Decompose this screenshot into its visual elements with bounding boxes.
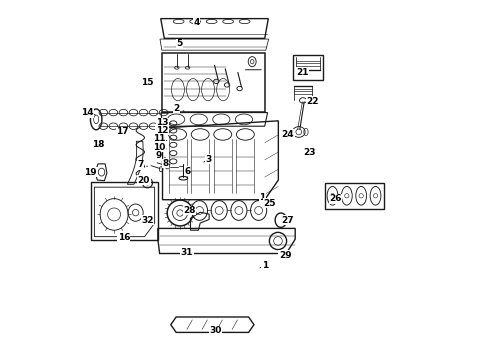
Text: 13: 13 xyxy=(156,118,170,127)
Text: 4: 4 xyxy=(194,18,200,27)
Text: 25: 25 xyxy=(263,199,276,208)
Text: 1: 1 xyxy=(258,193,266,202)
Text: 2: 2 xyxy=(174,104,184,113)
Text: 20: 20 xyxy=(138,176,150,185)
Text: 5: 5 xyxy=(176,39,183,48)
Text: 29: 29 xyxy=(279,251,292,260)
Text: 19: 19 xyxy=(84,168,97,177)
Text: 22: 22 xyxy=(306,96,318,105)
Text: 12: 12 xyxy=(155,126,169,135)
Bar xyxy=(162,53,265,112)
Text: 9: 9 xyxy=(155,151,166,160)
Text: 26: 26 xyxy=(329,194,342,203)
Text: 18: 18 xyxy=(93,140,105,149)
Text: 24: 24 xyxy=(282,130,294,139)
Text: 31: 31 xyxy=(181,248,193,257)
Text: 8: 8 xyxy=(162,159,170,168)
Text: 30: 30 xyxy=(209,326,222,335)
Text: 6: 6 xyxy=(183,167,191,176)
Text: 14: 14 xyxy=(81,108,95,117)
Text: 28: 28 xyxy=(183,206,196,215)
Text: 27: 27 xyxy=(282,216,294,225)
Text: 15: 15 xyxy=(141,78,154,87)
Bar xyxy=(91,182,158,240)
Text: 23: 23 xyxy=(303,148,316,157)
Bar xyxy=(294,55,323,80)
Text: 3: 3 xyxy=(204,155,212,164)
Text: 10: 10 xyxy=(153,143,166,152)
Text: 21: 21 xyxy=(296,68,309,77)
Text: 32: 32 xyxy=(141,216,154,225)
Text: 11: 11 xyxy=(153,134,167,143)
Text: 17: 17 xyxy=(116,127,129,136)
Text: 1: 1 xyxy=(260,261,268,270)
Text: 7: 7 xyxy=(137,160,147,169)
Bar xyxy=(324,183,384,209)
Text: 16: 16 xyxy=(118,233,130,242)
